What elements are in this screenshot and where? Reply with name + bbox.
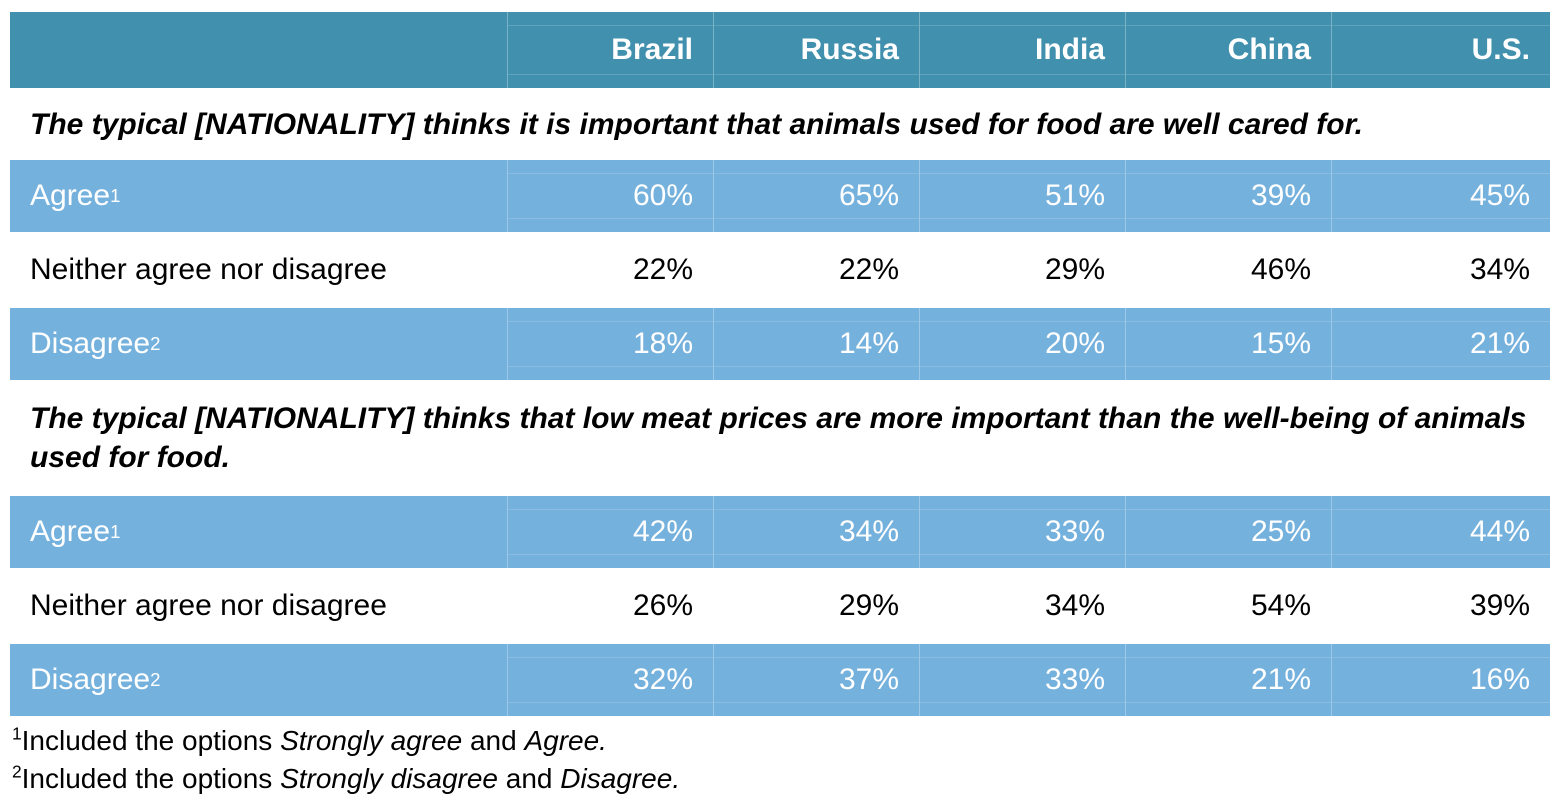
section-1-title: The typical [NATIONALITY] thinks it is i…: [30, 107, 1363, 141]
row-label: Agree 1: [30, 515, 121, 548]
value-cell-china: 46%: [1250, 253, 1311, 286]
value-cell-russia: 29%: [838, 589, 899, 622]
value-cell-india: 33%: [919, 644, 1125, 716]
value-cell-brazil: 18%: [507, 308, 713, 380]
table-header-row: Brazil Russia India China U.S.: [10, 12, 1550, 88]
value-cell-brazil: 32%: [507, 644, 713, 716]
value-cell-russia: 22%: [838, 253, 899, 286]
section-2-title: The typical [NATIONALITY] thinks that lo…: [30, 402, 1527, 474]
value-cell-china: 21%: [1125, 644, 1331, 716]
value-cell-russia: 65%: [713, 160, 919, 232]
value-cell-russia: 14%: [713, 308, 919, 380]
footnote-1-italic-option-a: Strongly agree: [280, 725, 463, 756]
value-cell-us: 21%: [1331, 308, 1550, 380]
value-cell-china: 25%: [1125, 496, 1331, 568]
row-label: Agree 1: [30, 179, 121, 212]
value-cell-brazil: 60%: [507, 160, 713, 232]
table-row-agree-s1: Agree 1 60% 65% 51% 39% 45%: [10, 160, 1550, 232]
row-label-text: Neither agree nor disagree: [30, 589, 387, 622]
value-cell-china: 54%: [1250, 589, 1311, 622]
header-cell-empty: [10, 12, 507, 88]
value-cell-russia: 37%: [713, 644, 919, 716]
footnote-2-conjunction: and: [497, 763, 561, 794]
footnote-1-italic-option-b: Agree.: [524, 725, 607, 756]
value-cell-us: 44%: [1331, 496, 1550, 568]
footnotes: 1Included the options Strongly agree and…: [10, 716, 1550, 798]
value-cell-india: 29%: [1044, 253, 1105, 286]
footnote-1-conjunction: and: [462, 725, 525, 756]
value-cell-india: 33%: [919, 496, 1125, 568]
value-cell-us: 16%: [1331, 644, 1550, 716]
column-header-china: China: [1125, 12, 1331, 88]
footnote-1: 1Included the options Strongly agree and…: [12, 722, 1550, 760]
row-label: Neither agree nor disagree: [10, 232, 507, 308]
value-cell-china: 39%: [1125, 160, 1331, 232]
footnote-2-italic-option-a: Strongly disagree: [280, 763, 498, 794]
value-cell-us: 39%: [1469, 589, 1530, 622]
row-label-text: Disagree: [30, 663, 151, 696]
footnote-2-superscript: 2: [12, 761, 22, 782]
table-row-neither-s2: Neither agree nor disagree 26% 29% 34% 5…: [10, 568, 1550, 644]
table-row-neither-s1: Neither agree nor disagree 22% 22% 29% 4…: [10, 232, 1550, 308]
value-cell-brazil: 22%: [632, 253, 693, 286]
column-header-russia: Russia: [713, 12, 919, 88]
column-header-us: U.S.: [1331, 12, 1550, 88]
value-cell-brazil: 42%: [507, 496, 713, 568]
footnote-2-italic-option-b: Disagree.: [560, 763, 681, 794]
value-cell-india: 34%: [1044, 589, 1105, 622]
value-cell-us: 34%: [1469, 253, 1530, 286]
footnote-1-superscript: 1: [12, 723, 22, 744]
table-row-agree-s2: Agree 1 42% 34% 33% 25% 44%: [10, 496, 1550, 568]
footnote-2-text: Included the options: [21, 763, 281, 794]
table-row-disagree-s1: Disagree 2 18% 14% 20% 15% 21%: [10, 308, 1550, 380]
footnote-2: 2Included the options Strongly disagree …: [12, 760, 1550, 798]
row-label: Neither agree nor disagree: [10, 568, 507, 644]
row-label-text: Neither agree nor disagree: [30, 253, 387, 286]
table-row-disagree-s2: Disagree 2 32% 37% 33% 21% 16%: [10, 644, 1550, 716]
row-label-text: Disagree: [30, 327, 151, 360]
column-header-brazil: Brazil: [507, 12, 713, 88]
value-cell-russia: 34%: [713, 496, 919, 568]
footnote-1-text: Included the options: [21, 725, 281, 756]
survey-results-table: Brazil Russia India China U.S. The typic…: [10, 12, 1550, 798]
row-label-text: Agree: [30, 179, 111, 212]
row-label-text: Agree: [30, 515, 111, 548]
row-label: Disagree 2: [30, 327, 161, 360]
value-cell-china: 15%: [1125, 308, 1331, 380]
value-cell-india: 20%: [919, 308, 1125, 380]
value-cell-us: 45%: [1331, 160, 1550, 232]
row-label: Disagree 2: [30, 663, 161, 696]
column-header-india: India: [919, 12, 1125, 88]
value-cell-brazil: 26%: [632, 589, 693, 622]
value-cell-india: 51%: [919, 160, 1125, 232]
